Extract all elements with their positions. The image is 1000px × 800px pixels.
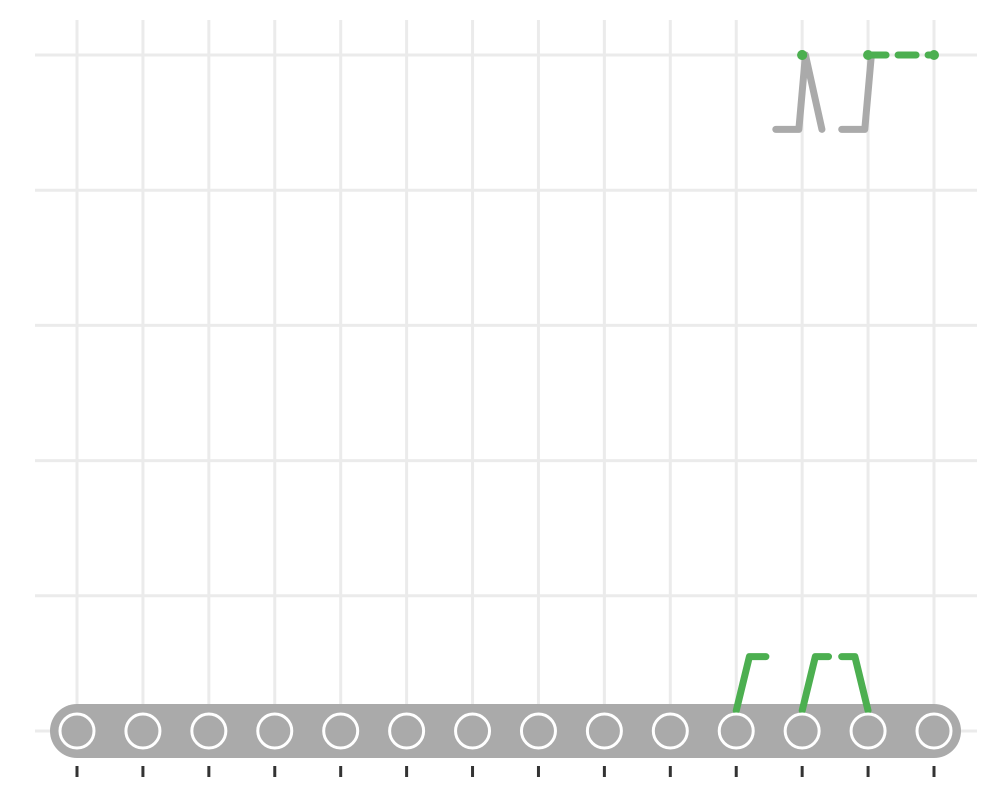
series-1-segment-2 — [838, 51, 875, 133]
node-13 — [849, 712, 887, 750]
node-8 — [519, 712, 557, 750]
node-14 — [915, 712, 953, 750]
nodes — [58, 712, 953, 750]
node-6 — [388, 712, 426, 750]
series-5-point-2 — [929, 50, 939, 60]
node-9 — [585, 712, 623, 750]
node-4 — [256, 712, 294, 750]
series-lines — [732, 50, 939, 715]
series-3-segment-1 — [798, 653, 833, 715]
node-11 — [717, 712, 755, 750]
node-3 — [190, 712, 228, 750]
series-2-segment-1 — [732, 653, 770, 715]
node-1 — [58, 712, 96, 750]
series-1-segment-1 — [772, 51, 826, 133]
node-10 — [651, 712, 689, 750]
node-12 — [783, 712, 821, 750]
series-5-point-1 — [863, 50, 874, 60]
series-3-segment-2 — [838, 653, 872, 715]
node-2 — [124, 712, 162, 750]
node-7 — [454, 712, 492, 750]
gridlines — [35, 20, 977, 750]
series-4-point-2 — [797, 50, 808, 60]
x-axis-ticks — [75, 766, 936, 777]
node-5 — [322, 712, 360, 750]
